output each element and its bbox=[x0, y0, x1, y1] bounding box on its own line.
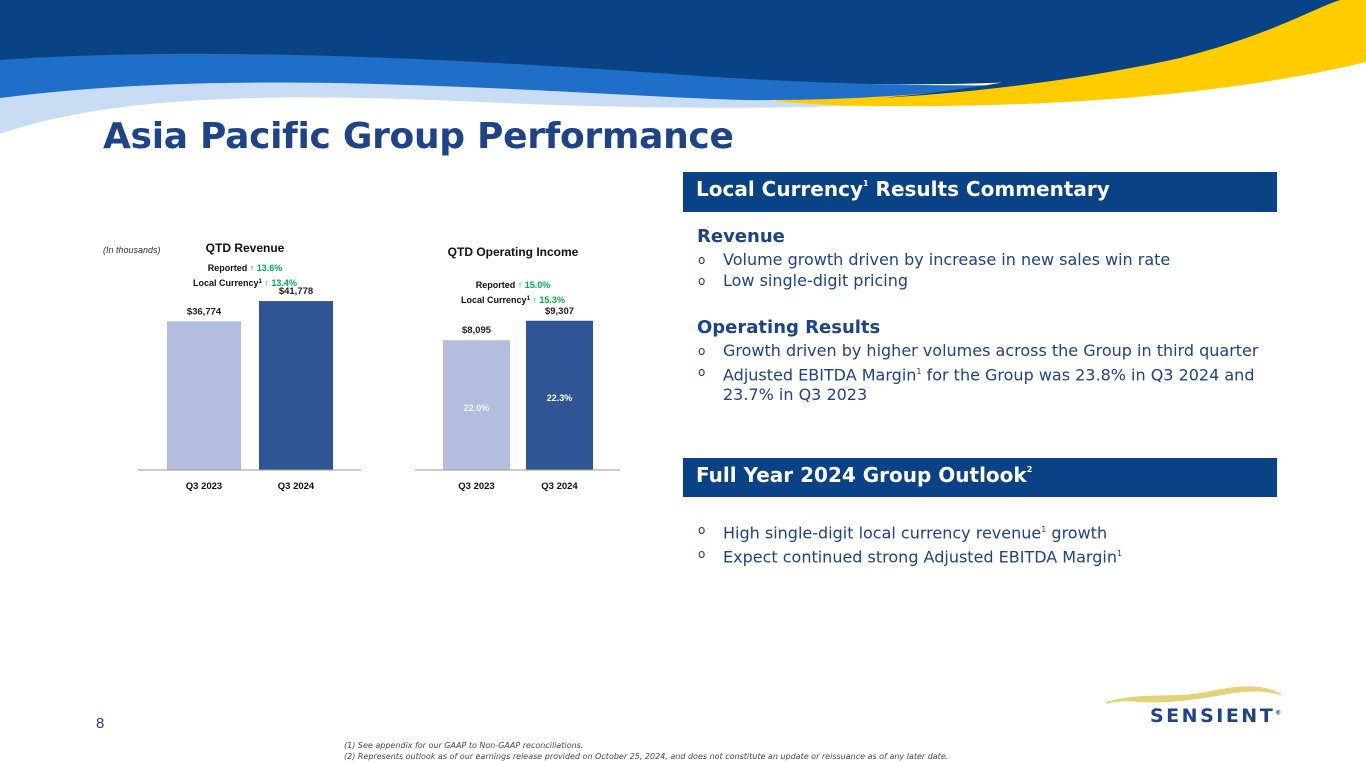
wave-white-cut bbox=[0, 60, 1366, 140]
revenue-bullet-list: o Volume growth driven by increase in new… bbox=[697, 250, 1267, 291]
wave-blue bbox=[0, 53, 1120, 101]
category-label: Q3 2024 bbox=[278, 481, 315, 492]
margin-label: 22.3% bbox=[547, 393, 573, 403]
commentary-header-footnote: 1 bbox=[863, 179, 869, 189]
circle-bullet-icon: o bbox=[698, 523, 706, 537]
outlook-header-footnote: 2 bbox=[1026, 465, 1033, 475]
wave-navy-right bbox=[880, 0, 1340, 98]
circle-bullet-icon: o bbox=[698, 344, 706, 358]
bullet-text: High single-digit local currency revenue bbox=[723, 523, 1042, 543]
growth-label: Reported ↑ 13.6% bbox=[208, 263, 283, 273]
bullet-text-rest: growth bbox=[1046, 523, 1108, 543]
bullet-text: Expect continued strong Adjusted EBITDA … bbox=[723, 547, 1117, 567]
list-item: o Growth driven by higher volumes across … bbox=[697, 341, 1267, 362]
operating-bullet-list: o Growth driven by higher volumes across … bbox=[697, 341, 1267, 406]
list-item: o Low single-digit pricing bbox=[697, 271, 1267, 292]
footnotes: (1) See appendix for our GAAP to Non-GAA… bbox=[344, 740, 948, 762]
circle-bullet-icon: o bbox=[698, 273, 706, 288]
page-number: 8 bbox=[96, 715, 105, 732]
wave-yellow bbox=[770, 0, 1366, 107]
commentary-header-main: Local Currency bbox=[696, 177, 863, 201]
circle-bullet-icon: o bbox=[698, 253, 706, 267]
logo-registered-mark: ® bbox=[1275, 709, 1282, 717]
bar-q3-2023 bbox=[167, 321, 241, 470]
list-item: o Volume growth driven by increase in new… bbox=[697, 250, 1267, 271]
outlook-header: Full Year 2024 Group Outlook2 bbox=[683, 458, 1277, 497]
list-item: o Expect continued strong Adjusted EBITDA… bbox=[697, 544, 1267, 568]
logo-swoosh-icon bbox=[1106, 686, 1283, 704]
footnote-2: (2) Represents outlook as of our earning… bbox=[344, 752, 949, 761]
list-item: o High single-digit local currency revenu… bbox=[697, 520, 1267, 544]
margin-label: 22.0% bbox=[464, 403, 490, 413]
sensient-logo: SENSIENT® bbox=[1100, 684, 1290, 729]
value-label: $9,307 bbox=[545, 306, 574, 317]
outlook-header-main: Full Year 2024 Group Outlook bbox=[696, 463, 1027, 487]
bullet-text-rest: for the Group was 23.8% in Q3 2024 and 2… bbox=[723, 364, 1255, 405]
footnote-ref: 1 bbox=[916, 366, 922, 376]
operating-results-title: Operating Results bbox=[697, 317, 881, 338]
bullet-text: Growth driven by higher volumes across t… bbox=[723, 341, 1259, 360]
growth-label: Reported ↑ 15.0% bbox=[476, 280, 551, 290]
footnote-ref: 1 bbox=[1041, 525, 1047, 534]
header-wave-banner bbox=[0, 0, 1366, 140]
bullet-text: Volume growth driven by increase in new … bbox=[723, 250, 1171, 269]
value-label: $36,774 bbox=[187, 306, 222, 317]
footnote-1: (1) See appendix for our GAAP to Non-GAA… bbox=[344, 741, 584, 750]
value-label: $8,095 bbox=[462, 325, 492, 336]
wave-light bbox=[0, 82, 980, 134]
chart-title: QTD Operating Income bbox=[448, 245, 579, 259]
category-label: Q3 2023 bbox=[186, 481, 222, 492]
list-item: o Adjusted EBITDA Margin1 for the Group w… bbox=[697, 362, 1267, 406]
wave-navy bbox=[0, 0, 1366, 85]
circle-bullet-icon: o bbox=[698, 364, 706, 379]
bullet-text: Low single-digit pricing bbox=[723, 270, 909, 290]
growth-label: Local Currency1 ↑ 15.3% bbox=[461, 295, 565, 305]
chart-note: (In thousands) bbox=[103, 245, 161, 255]
commentary-header-rest: Results Commentary bbox=[868, 177, 1110, 201]
chart-title: QTD Revenue bbox=[206, 241, 285, 255]
bar-q3-2024 bbox=[526, 320, 593, 470]
page-title: Asia Pacific Group Performance bbox=[103, 116, 734, 157]
operating-income-chart: QTD Operating Income Reported ↑ 15.0% Loca… bbox=[415, 245, 620, 492]
category-label: Q3 2023 bbox=[458, 481, 494, 492]
commentary-header: Local Currency1 Results Commentary bbox=[683, 172, 1277, 212]
outlook-bullet-list: o High single-digit local currency revenu… bbox=[697, 520, 1267, 568]
circle-bullet-icon: o bbox=[698, 546, 706, 561]
logo-wordmark: SENSIENT® bbox=[1150, 705, 1281, 727]
footnote-ref: 1 bbox=[1116, 548, 1123, 558]
value-label: $41,778 bbox=[279, 286, 313, 297]
category-label: Q3 2024 bbox=[541, 481, 578, 492]
bar-q3-2024 bbox=[259, 301, 333, 470]
growth-label: Local Currency1 ↑ 13.4% bbox=[193, 278, 297, 288]
bullet-text: Adjusted EBITDA Margin bbox=[723, 364, 917, 384]
logo-text: SENSIENT bbox=[1150, 705, 1276, 727]
revenue-section-title: Revenue bbox=[697, 226, 785, 247]
revenue-chart: (In thousands) QTD Revenue Reported ↑ 13.6… bbox=[103, 241, 361, 492]
bar-q3-2023 bbox=[443, 340, 510, 470]
